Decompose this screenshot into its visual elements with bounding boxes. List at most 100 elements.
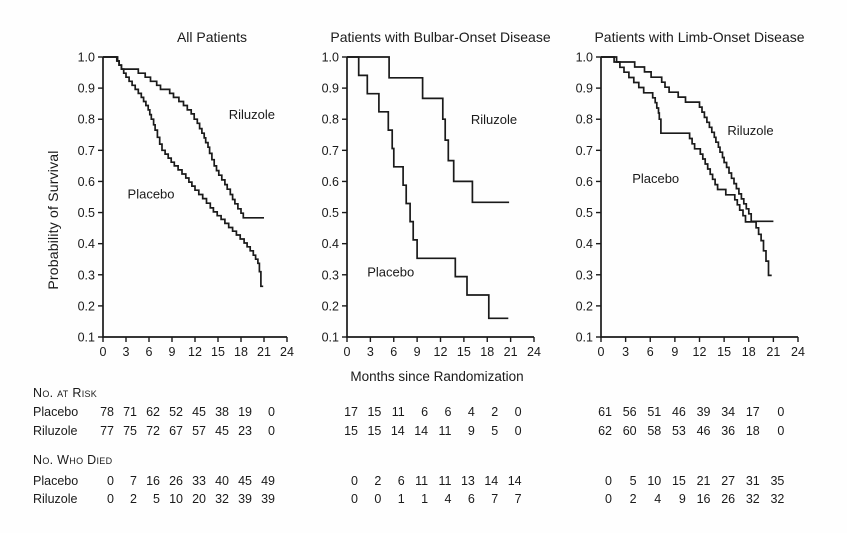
panel-title-3: Patients with Limb-Onset Disease: [594, 29, 804, 45]
who-died-placebo-value: 10: [647, 474, 662, 488]
who-died-riluzole-value: 0: [351, 492, 358, 506]
at-risk-riluzole-value: 45: [215, 424, 229, 438]
at-risk-riluzole-value: 0: [514, 424, 522, 438]
who-died-riluzole-value: 32: [770, 492, 785, 506]
x-axis-title: Months since Randomization: [350, 369, 524, 384]
x-tick-label: 12: [693, 345, 707, 359]
y-tick-label: 0.3: [576, 268, 593, 282]
y-tick-label: 1.0: [322, 51, 339, 65]
at-risk-riluzole-value: 72: [146, 424, 160, 438]
x-tick-label: 18: [742, 345, 756, 359]
at-risk-riluzole-value: 15: [344, 424, 358, 438]
who-died-riluzole-value: 5: [153, 492, 160, 506]
x-tick-label: 3: [123, 345, 130, 359]
x-tick-label: 18: [234, 345, 248, 359]
at-risk-riluzole-value: 11: [438, 424, 452, 438]
survival-curve-placebo: [601, 56, 772, 277]
y-tick-label: 1.0: [576, 51, 593, 65]
y-tick-label: 0.4: [576, 237, 593, 251]
who-died-placebo-value: 7: [130, 474, 137, 488]
at-risk-riluzole-value: 0: [777, 424, 785, 438]
who-died-placebo-value: 0: [351, 474, 358, 488]
at-risk-riluzole-value: 18: [745, 424, 760, 438]
at-risk-placebo-value: 11: [391, 405, 405, 419]
curve-label-riluzole: Riluzole: [727, 123, 773, 138]
who-died-riluzole-value: 39: [238, 492, 252, 506]
at-risk-placebo-value: 61: [598, 405, 612, 419]
who-died-riluzole-value: 1: [397, 492, 405, 506]
x-tick-label: 6: [390, 345, 397, 359]
at-risk-placebo-value: 6: [421, 405, 429, 419]
at-risk-riluzole-value: 9: [467, 424, 475, 438]
x-tick-label: 0: [598, 345, 605, 359]
x-tick-label: 18: [480, 345, 494, 359]
survival-curve-placebo: [347, 56, 509, 320]
who-died-header: No. Who Died: [33, 453, 113, 467]
y-tick-label: 0.9: [576, 82, 593, 96]
panel-title-1: All Patients: [177, 29, 247, 45]
who-died-placebo-value: 13: [460, 474, 475, 488]
survival-curve-placebo: [103, 56, 264, 288]
curve-label-riluzole: Riluzole: [229, 107, 275, 122]
at-risk-riluzole-value: 67: [169, 424, 183, 438]
x-tick-label: 24: [791, 345, 805, 359]
at-risk-placebo-value: 4: [467, 405, 475, 419]
y-tick-label: 0.6: [78, 175, 95, 189]
at-risk-riluzole-value: 14: [390, 424, 405, 438]
at-risk-riluzole-value: 75: [123, 424, 137, 438]
x-tick-label: 21: [504, 345, 518, 359]
x-tick-label: 0: [344, 345, 351, 359]
y-axis-title: Probability of Survival: [45, 150, 61, 290]
at-risk-placebo-value: 38: [215, 405, 229, 419]
who-died-placebo-value: 15: [671, 474, 686, 488]
y-tick-label: 0.2: [322, 299, 339, 313]
x-tick-label: 3: [622, 345, 629, 359]
at-risk-placebo-value: 17: [344, 405, 358, 419]
y-tick-label: 0.2: [78, 299, 95, 313]
y-tick-label: 0.1: [78, 331, 95, 345]
at-risk-riluzole-value: 46: [696, 424, 711, 438]
at-risk-placebo-value: 0: [777, 405, 785, 419]
at-risk-riluzole-value: 0: [268, 424, 275, 438]
y-tick-label: 0.8: [322, 113, 339, 127]
at-risk-placebo-value: 19: [238, 405, 252, 419]
curve-label-riluzole: Riluzole: [471, 112, 517, 127]
y-tick-label: 0.5: [576, 206, 593, 220]
y-tick-label: 0.7: [576, 144, 593, 158]
at-risk-riluzole-value: 53: [671, 424, 686, 438]
x-tick-label: 9: [671, 345, 678, 359]
at-risk-placebo-value: 78: [100, 405, 114, 419]
who-died-placebo-value: 40: [215, 474, 229, 488]
y-tick-label: 0.1: [322, 331, 339, 345]
y-tick-label: 0.6: [576, 175, 593, 189]
y-tick-label: 0.4: [322, 237, 339, 251]
curve-label-placebo: Placebo: [367, 264, 414, 279]
died-riluzole-row-label: Riluzole: [33, 492, 78, 506]
who-died-riluzole-value: 7: [491, 492, 499, 506]
who-died-placebo-value: 31: [745, 474, 760, 488]
who-died-placebo-value: 21: [696, 474, 711, 488]
who-died-placebo-value: 49: [261, 474, 275, 488]
y-tick-label: 0.8: [576, 113, 593, 127]
y-tick-label: 0.5: [78, 206, 95, 220]
at-risk-placebo-value: 34: [721, 405, 736, 419]
at-risk-placebo-value: 39: [696, 405, 711, 419]
at-risk-riluzole-value: 14: [414, 424, 429, 438]
at-risk-placebo-value: 17: [745, 405, 760, 419]
who-died-placebo-value: 11: [438, 474, 452, 488]
at-risk-placebo-value: 62: [146, 405, 160, 419]
y-tick-label: 0.2: [576, 299, 593, 313]
at-risk-placebo-value: 45: [192, 405, 206, 419]
at-risk-riluzole-value: 62: [598, 424, 612, 438]
x-tick-label: 9: [169, 345, 176, 359]
curve-label-placebo: Placebo: [632, 171, 679, 186]
x-tick-label: 24: [280, 345, 294, 359]
x-tick-label: 12: [434, 345, 448, 359]
panel-title-2: Patients with Bulbar-Onset Disease: [330, 29, 550, 45]
who-died-riluzole-value: 32: [745, 492, 760, 506]
who-died-placebo-value: 0: [107, 474, 114, 488]
x-tick-label: 12: [188, 345, 202, 359]
x-tick-label: 15: [211, 345, 225, 359]
at-risk-placebo-value: 6: [444, 405, 452, 419]
x-tick-label: 21: [257, 345, 271, 359]
